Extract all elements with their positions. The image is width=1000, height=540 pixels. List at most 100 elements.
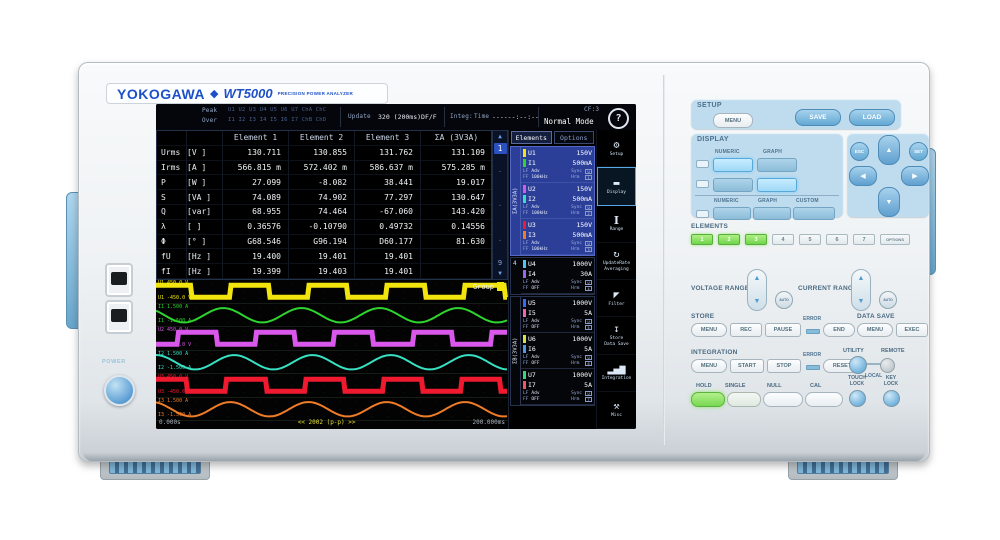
nav-up-button[interactable]: ▲ xyxy=(878,135,900,165)
menu-item-filter[interactable]: ◤ Filter xyxy=(597,280,636,318)
esc-button[interactable]: ESC xyxy=(850,142,869,161)
element-key-2[interactable]: 2 xyxy=(718,234,740,245)
menu-item-update-rate[interactable]: ↻ UpdateRate Averaging xyxy=(597,243,636,280)
table-value: G68.546 xyxy=(223,234,289,250)
single-button[interactable] xyxy=(727,392,761,407)
key-lock-button[interactable] xyxy=(883,390,900,407)
element-item-6[interactable]: U6 1000V I6 5A LF FF Adv OFF Sync Hrm U 6 xyxy=(521,333,594,369)
save-button[interactable]: SAVE xyxy=(795,109,841,126)
pause-button[interactable]: PAUSE xyxy=(765,323,801,337)
usb-port-1[interactable] xyxy=(105,263,133,297)
nav-left-button[interactable]: ◀ xyxy=(849,166,877,186)
element-item-3[interactable]: U3 150V I3 500mA LF FF Adv 100kHz Sync Hrm U 3 xyxy=(521,219,594,255)
voltage-color-swatch xyxy=(523,221,526,229)
pager-current-page[interactable]: 1 xyxy=(493,143,507,154)
group-b-label: ΣB(3V3A) xyxy=(511,297,521,405)
load-button[interactable]: LOAD xyxy=(849,109,895,126)
pager-up-icon[interactable]: ▲ xyxy=(498,133,502,140)
element-setting-col: Adv 100kHz xyxy=(531,241,548,252)
menu-item-integration[interactable]: ▂▄▆ Integration xyxy=(597,355,636,392)
integration-icon: ▂▄▆ xyxy=(607,364,626,376)
element-item-5[interactable]: U5 1000V I5 5A LF FF Adv OFF Sync Hrm U 5 xyxy=(521,297,594,333)
integration-menu-button[interactable]: MENU xyxy=(691,359,727,373)
power-button[interactable] xyxy=(104,375,135,406)
element-setting-col: Adv 100kHz xyxy=(531,205,548,216)
integration-error-led xyxy=(806,365,820,370)
logo-plate: YOKOGAWA ◆ WT5000 PRECISION POWER ANALYZ… xyxy=(106,83,388,104)
element-key-3[interactable]: 3 xyxy=(745,234,767,245)
numeric-display1-button[interactable] xyxy=(713,158,753,172)
rec-button[interactable]: REC xyxy=(730,323,762,337)
screen[interactable]: Peak U1 U2 U3 U4 U5 U6 U7 ChA ChC Over I… xyxy=(156,104,636,429)
custom-button[interactable] xyxy=(793,207,835,220)
hold-button[interactable] xyxy=(691,392,725,407)
element-key-7[interactable]: 7 xyxy=(853,234,875,245)
display-label: DISPLAY xyxy=(697,136,729,143)
graph-display1-button[interactable] xyxy=(757,158,797,172)
tab-options[interactable]: Options xyxy=(553,131,594,144)
element-key-6[interactable]: 6 xyxy=(826,234,848,245)
nav-down-button[interactable]: ▼ xyxy=(878,187,900,217)
element-item-1[interactable]: U1 150V I1 500mA LF FF Adv 100kHz Sync Hrm U 1 xyxy=(521,147,594,183)
graph-display2-button[interactable] xyxy=(757,178,797,192)
menu-item-misc[interactable]: ⚒ Misc xyxy=(597,392,636,429)
menu-item-setup[interactable]: ⚙ Setup xyxy=(597,130,636,168)
display-icon: ▬ xyxy=(613,177,620,189)
help-icon[interactable]: ? xyxy=(608,108,629,129)
table-row-name: Φ xyxy=(157,234,187,250)
menu-item-store[interactable]: ↧ Store Data Save xyxy=(597,317,636,355)
element-item-2[interactable]: U2 150V I2 500mA LF FF Adv 100kHz Sync Hrm U 2 xyxy=(521,183,594,219)
waveform-scale-bottom: U1 -450.0 V xyxy=(158,294,192,301)
voltage-range-rocker[interactable]: ▲ ▼ xyxy=(747,269,767,311)
element-key-1[interactable]: 1 xyxy=(691,234,713,245)
null-button[interactable] xyxy=(763,392,803,407)
table-value: 566.815 m xyxy=(223,160,289,176)
current-color-swatch xyxy=(523,159,526,167)
table-value: 19.403 xyxy=(289,264,355,279)
usb-slot xyxy=(111,309,127,322)
setup-menu-button[interactable]: MENU xyxy=(713,113,753,128)
graph-button[interactable] xyxy=(753,207,791,220)
set-button[interactable]: SET xyxy=(909,142,928,161)
voltage-range-value: 1000V xyxy=(572,335,592,343)
current-range-rocker[interactable]: ▲ ▼ xyxy=(851,269,871,311)
cal-button[interactable] xyxy=(805,392,843,407)
element-key-5[interactable]: 5 xyxy=(799,234,821,245)
exec-button[interactable]: EXEC xyxy=(896,323,928,337)
voltage-auto-button[interactable]: AUTO xyxy=(775,291,793,309)
element-key-4[interactable]: 4 xyxy=(772,234,794,245)
store-icon: ↧ xyxy=(613,323,620,335)
waveform-display[interactable]: U1 450.0 V U1 -450.0 V I1 1.500 A I1 -1.500… xyxy=(156,280,508,429)
tab-elements[interactable]: Elements xyxy=(511,131,552,144)
element-key-options[interactable]: OPTIONS xyxy=(880,234,910,245)
element-item-7[interactable]: U7 1000V I7 5A LF FF Adv OFF Sync Hrm U 7 xyxy=(521,369,594,405)
stop-button[interactable]: STOP xyxy=(767,359,801,373)
pager-last-page[interactable]: 9 xyxy=(497,259,503,267)
start-button[interactable]: START xyxy=(730,359,764,373)
voltage-color-swatch xyxy=(523,335,526,343)
current-range-label: CURRENT RANGE xyxy=(798,285,858,292)
menu-item-display[interactable]: ▬ Display xyxy=(597,167,636,206)
end-button[interactable]: END xyxy=(823,323,855,337)
pager-down-icon[interactable]: ▼ xyxy=(498,270,502,277)
element-item-4[interactable]: U4 1000V I4 30A LF FF Adv OFF Sync Hrm U 4 xyxy=(521,258,594,294)
numeric-button[interactable] xyxy=(713,207,751,220)
utility-button[interactable] xyxy=(849,356,867,374)
nav-right-button[interactable]: ▶ xyxy=(901,166,929,186)
voltage-name: U5 xyxy=(528,299,536,307)
table-value: 68.955 xyxy=(223,204,289,220)
numeric-display2-button[interactable] xyxy=(713,178,753,192)
store-menu-button[interactable]: MENU xyxy=(691,323,727,337)
page-scrollbar[interactable]: ▲ 1 · · · 9 ▼ xyxy=(492,130,508,280)
group-button[interactable]: Group xyxy=(473,282,504,291)
touch-lock-button[interactable] xyxy=(849,390,866,407)
current-auto-button[interactable]: AUTO xyxy=(879,291,897,309)
data-save-menu-button[interactable]: MENU xyxy=(857,323,893,337)
table-row-name: fU xyxy=(157,249,187,265)
current-range-value: 5A xyxy=(584,381,592,389)
current-name: I3 xyxy=(528,231,536,239)
voltage-name: U4 xyxy=(528,260,536,268)
usb-port-2[interactable] xyxy=(105,300,133,334)
menu-item-range[interactable]: I Range xyxy=(597,206,636,243)
